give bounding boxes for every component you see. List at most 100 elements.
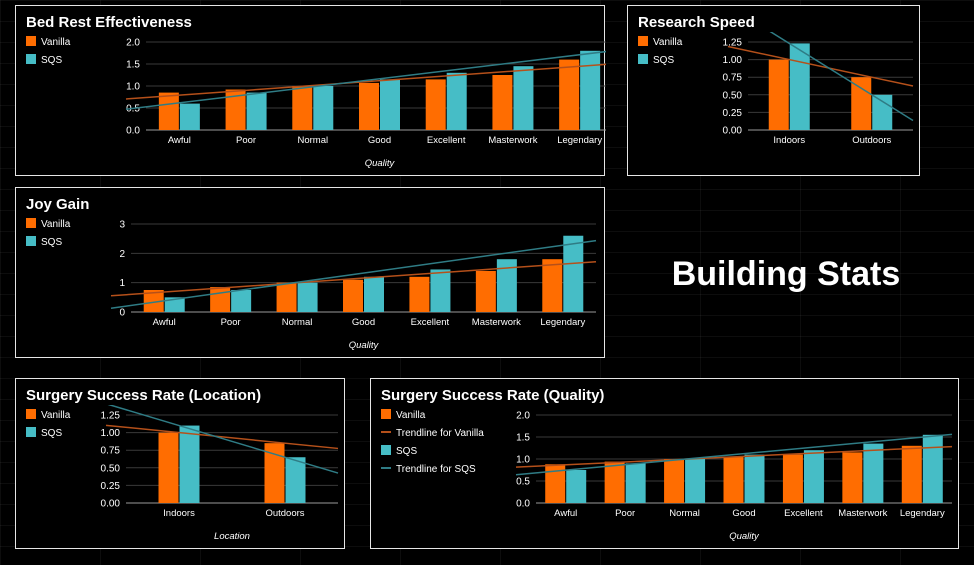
- x-tick-label: Awful: [554, 508, 577, 519]
- legend-label-sqs: SQS: [396, 446, 417, 457]
- legend-swatch-sqs: [26, 427, 36, 437]
- y-tick-label: 0.00: [101, 499, 121, 510]
- chart-title: Surgery Success Rate (Quality): [381, 387, 604, 404]
- x-tick-label: Awful: [168, 135, 191, 146]
- chart-panel-bed-rest: Bed Rest EffectivenessVanillaSQS0.00.51.…: [15, 5, 606, 176]
- y-tick-label: 0.75: [101, 446, 121, 457]
- page-title: Building Stats: [671, 255, 901, 293]
- x-tick-label: Normal: [297, 135, 328, 146]
- x-tick-label: Legendary: [900, 508, 945, 519]
- bar-vanilla-indoors: [768, 59, 789, 130]
- trendline-sqs: [107, 405, 339, 474]
- legend-swatch-sqs: [26, 236, 36, 246]
- legend-label-vanilla: Vanilla: [41, 37, 71, 48]
- bar-vanilla-excellent: [409, 276, 430, 312]
- bar-vanilla-good: [343, 279, 363, 312]
- legend-label-sqs: SQS: [41, 55, 62, 66]
- bar-vanilla-excellent: [782, 454, 803, 503]
- trendline-sqs: [125, 50, 606, 110]
- bar-sqs-normal: [313, 86, 334, 130]
- bar-vanilla-outdoors: [851, 77, 872, 130]
- chart-title: Surgery Success Rate (Location): [26, 387, 261, 404]
- chart-panel-joy-gain: Joy Gain Vanilla SQS 0 1 2 3 Awful Poor Normal Goo…: [15, 187, 605, 358]
- x-tick-label: Excellent: [784, 508, 823, 519]
- legend-label-vanilla: Vanilla: [653, 37, 683, 48]
- y-tick-label: 0.0: [126, 126, 140, 137]
- bar-sqs-legendary: [922, 434, 943, 503]
- bar-sqs-good: [380, 79, 400, 130]
- legend-swatch-vanilla: [381, 409, 391, 419]
- bar-sqs-poor: [246, 92, 267, 130]
- x-tick-label: Good: [368, 135, 391, 146]
- legend-swatch-vanilla: [26, 409, 36, 419]
- x-tick-label: Masterwork: [488, 135, 537, 146]
- bar-vanilla-legendary: [542, 259, 563, 312]
- trendline-sqs: [515, 433, 953, 476]
- bar-sqs-poor: [625, 463, 646, 503]
- bar-vanilla-awful: [143, 290, 164, 312]
- bar-vanilla-good: [723, 456, 744, 503]
- trendline-vanilla: [515, 445, 953, 468]
- x-tick-label: Poor: [221, 317, 241, 328]
- bar-sqs-indoors: [789, 43, 810, 130]
- x-tick-label: Poor: [615, 508, 635, 519]
- x-axis-title: Quality: [365, 158, 396, 169]
- bar-sqs-awful: [566, 470, 587, 503]
- bar-vanilla-normal: [292, 86, 313, 130]
- x-axis-title: Quality: [729, 531, 760, 542]
- bar-sqs-indoors: [179, 425, 200, 503]
- x-tick-label: Awful: [153, 317, 176, 328]
- y-tick-label: 0.0: [516, 499, 530, 510]
- y-tick-label: 1.25: [101, 411, 121, 422]
- bar-vanilla-poor: [225, 89, 246, 130]
- bar-vanilla-masterwork: [475, 270, 496, 312]
- y-tick-label: 1.00: [101, 428, 121, 439]
- x-tick-label: Excellent: [411, 317, 450, 328]
- bar-vanilla-awful: [158, 92, 179, 130]
- bar-sqs-awful: [164, 297, 185, 312]
- chart-title: Joy Gain: [26, 196, 89, 213]
- bar-vanilla-masterwork: [492, 75, 513, 130]
- bar-vanilla-poor: [604, 461, 625, 503]
- bar-sqs-masterwork: [496, 259, 517, 312]
- legend-label-vanilla: Vanilla: [41, 410, 71, 421]
- bar-sqs-masterwork: [863, 443, 884, 503]
- y-tick-label: 0.25: [723, 108, 743, 119]
- y-tick-label: 1.5: [126, 60, 140, 71]
- bar-sqs-excellent: [803, 450, 824, 503]
- trendline-sqs: [110, 239, 597, 310]
- bar-sqs-awful: [179, 103, 200, 130]
- x-tick-label: Masterwork: [472, 317, 521, 328]
- trendline-vanilla: [110, 260, 597, 297]
- y-tick-label: 1.0: [126, 82, 140, 93]
- chart-svg-bed-rest: Bed Rest EffectivenessVanillaSQS0.00.51.…: [26, 14, 606, 169]
- x-tick-label: Indoors: [773, 135, 805, 146]
- chart-svg-surgery-quality: Surgery Success Rate (Quality) Vanilla Tre…: [381, 387, 953, 542]
- y-tick-label: 1.00: [723, 55, 743, 66]
- bar-vanilla-awful: [545, 464, 566, 503]
- x-tick-label: Good: [732, 508, 755, 519]
- y-tick-label: 1.25: [723, 38, 743, 49]
- chart-panel-research-speed: Research Speed Vanilla SQS 0.00 0.25 0.50 0.75…: [627, 5, 920, 176]
- legend-swatch-vanilla: [638, 36, 648, 46]
- x-tick-label: Legendary: [540, 317, 585, 328]
- x-tick-label: Legendary: [557, 135, 602, 146]
- legend-label-sqs: SQS: [41, 428, 62, 439]
- legend-label-trend_vanilla: Trendline for Vanilla: [396, 428, 484, 439]
- x-tick-label: Good: [352, 317, 375, 328]
- y-tick-label: 0.50: [723, 90, 743, 101]
- y-tick-label: 3: [119, 220, 125, 231]
- bar-vanilla-indoors: [158, 432, 179, 503]
- x-tick-label: Outdoors: [265, 508, 304, 519]
- bar-sqs-outdoors: [872, 94, 893, 130]
- x-tick-label: Excellent: [427, 135, 466, 146]
- trendline-sqs: [769, 32, 914, 122]
- chart-panel-surgery-quality: Surgery Success Rate (Quality) Vanilla Tre…: [370, 378, 959, 549]
- bar-sqs-masterwork: [513, 66, 534, 130]
- bar-sqs-outdoors: [285, 457, 306, 503]
- y-tick-label: 2.0: [126, 38, 140, 49]
- bar-vanilla-normal: [276, 282, 297, 312]
- bar-sqs-legendary: [563, 235, 584, 312]
- x-tick-label: Masterwork: [838, 508, 887, 519]
- chart-svg-surgery-location: Surgery Success Rate (Location) Vanilla SQ…: [26, 387, 339, 542]
